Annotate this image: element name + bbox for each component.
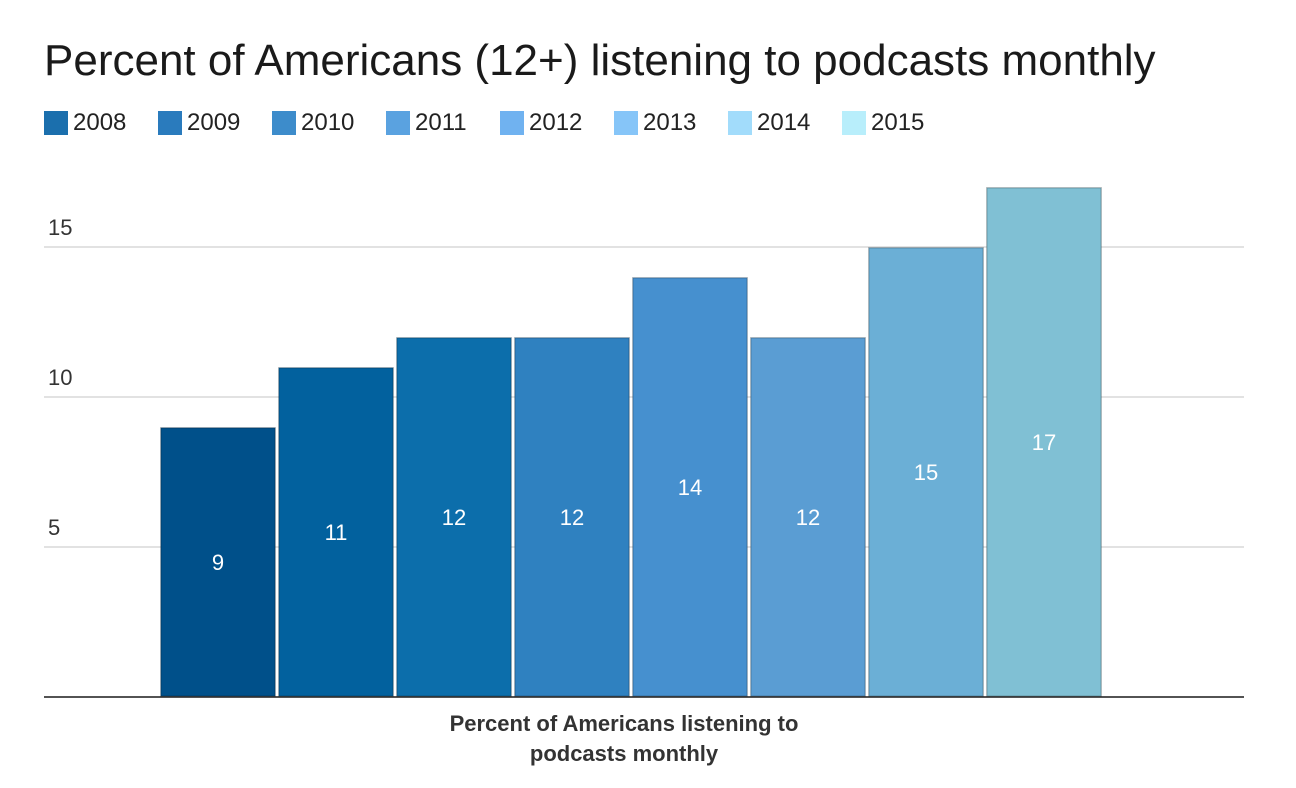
legend-item-2013: 2013 — [614, 109, 728, 137]
legend-swatch — [842, 111, 866, 135]
legend-swatch — [728, 111, 752, 135]
legend-label: 2012 — [529, 109, 583, 136]
legend-label: 2013 — [643, 109, 697, 136]
chart-title: Percent of Americans (12+) listening to … — [44, 36, 1156, 85]
legend-swatch — [158, 111, 182, 135]
legend-swatch — [272, 111, 296, 135]
data-labels: 9 11 12 12 14 12 15 17 — [212, 430, 1056, 575]
legend-swatch — [614, 111, 638, 135]
legend-label: 2015 — [871, 109, 925, 136]
data-label-2014: 15 — [914, 460, 938, 485]
y-tick-label: 10 — [48, 365, 72, 390]
legend-item-2009: 2009 — [158, 109, 272, 137]
legend-label: 2011 — [415, 109, 467, 136]
bar-2015 — [986, 187, 1102, 697]
legend-label: 2009 — [187, 109, 241, 136]
bar-2013 — [750, 337, 866, 697]
data-label-2010: 12 — [442, 505, 466, 530]
legend-label: 2014 — [757, 109, 811, 136]
x-axis-label: Percent of Americans listening to podcast… — [450, 711, 799, 766]
x-axis-label-line: podcasts monthly — [530, 741, 719, 766]
data-label-2011: 12 — [560, 505, 584, 530]
data-label-2009: 11 — [325, 520, 348, 545]
bar-2010 — [396, 337, 512, 697]
data-label-2008: 9 — [212, 550, 224, 575]
legend-swatch — [500, 111, 524, 135]
bar-2009 — [278, 367, 394, 697]
x-axis-label-line: Percent of Americans listening to — [450, 711, 799, 736]
bar-2014 — [868, 247, 984, 697]
legend-item-2010: 2010 — [272, 109, 386, 137]
legend-item-2014: 2014 — [728, 109, 842, 137]
legend-item-2011: 2011 — [386, 109, 500, 137]
bar-2008 — [160, 427, 276, 697]
legend-swatch — [44, 111, 68, 135]
legend-label: 2008 — [73, 109, 127, 136]
legend-item-2008: 2008 — [44, 109, 158, 137]
data-label-2013: 12 — [796, 505, 820, 530]
y-tick-label: 15 — [48, 215, 72, 240]
data-label-2012: 14 — [678, 475, 702, 500]
y-axis-ticks: 5 10 15 — [48, 215, 72, 540]
legend-label: 2010 — [301, 109, 355, 136]
legend-item-2015: 2015 — [842, 109, 956, 137]
bar-2011 — [514, 337, 630, 697]
bars — [160, 187, 1102, 697]
y-tick-label: 5 — [48, 515, 60, 540]
legend-item-2012: 2012 — [500, 109, 614, 137]
legend: 2008 2009 2010 2011 2012 2013 2014 2015 — [44, 108, 956, 138]
legend-swatch — [386, 111, 410, 135]
data-label-2015: 17 — [1032, 430, 1056, 455]
bar-2012 — [632, 277, 748, 697]
